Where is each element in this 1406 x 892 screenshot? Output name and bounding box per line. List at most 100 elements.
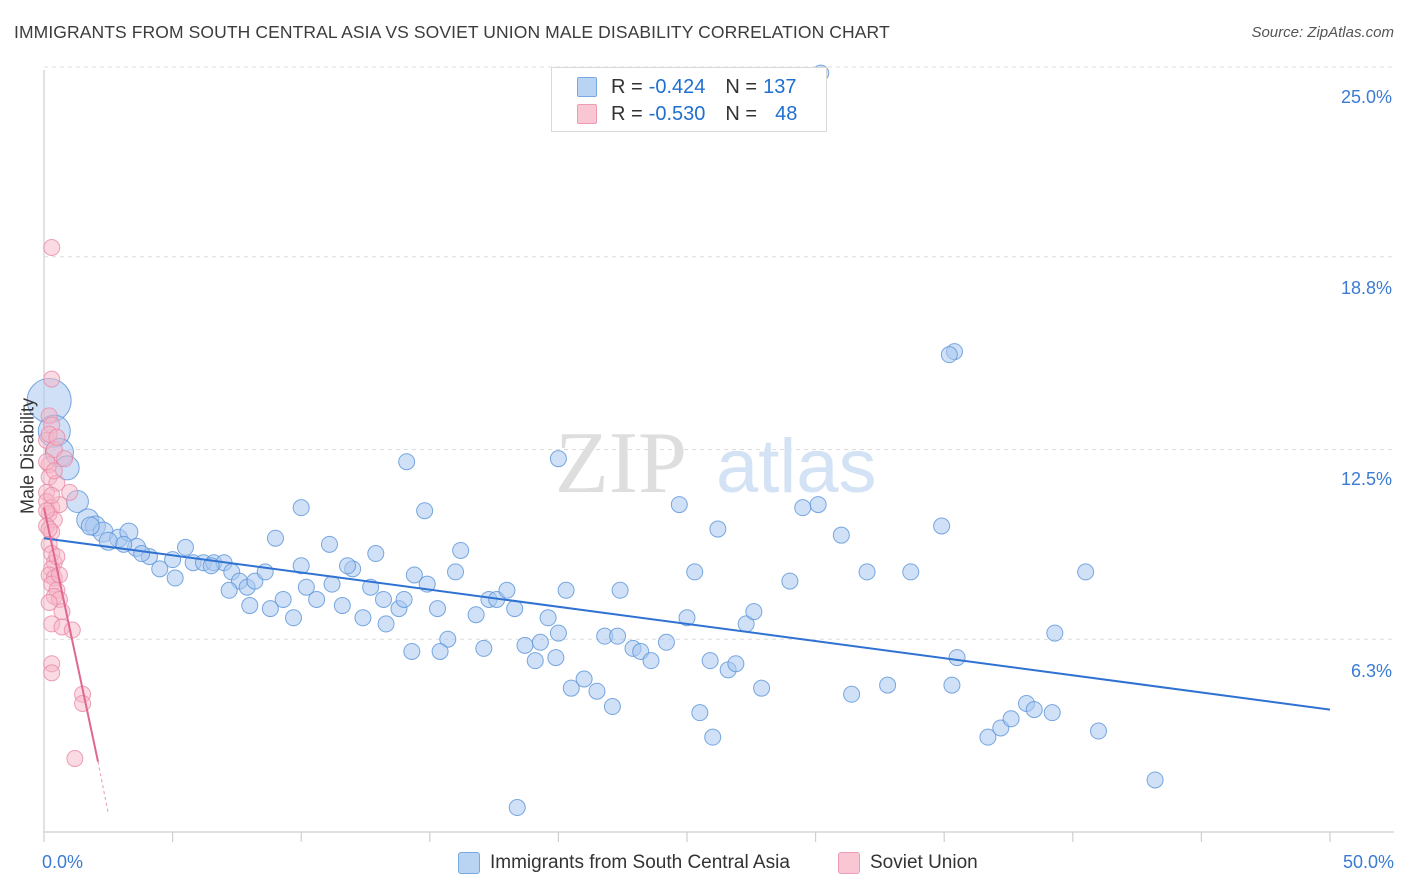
data-point bbox=[308, 590, 326, 608]
data-point bbox=[832, 526, 850, 544]
data-point bbox=[686, 563, 704, 581]
data-point bbox=[516, 636, 534, 654]
watermark-zip: ZIP bbox=[555, 415, 687, 512]
data-point bbox=[609, 627, 627, 645]
data-point bbox=[241, 597, 259, 615]
data-point bbox=[416, 502, 434, 520]
data-point bbox=[261, 600, 279, 618]
source-label: Source: ZipAtlas.com bbox=[1251, 24, 1394, 41]
legend-swatch-blue bbox=[458, 852, 480, 874]
data-point bbox=[940, 346, 958, 364]
data-point bbox=[1002, 710, 1020, 728]
legend-swatch-blue bbox=[577, 77, 597, 97]
data-point bbox=[467, 606, 485, 624]
legend-row-soviet-union: R = -0.530 N = 48 bbox=[577, 101, 797, 127]
data-point bbox=[670, 496, 688, 514]
legend-label: Soviet Union bbox=[870, 852, 978, 873]
data-point bbox=[48, 548, 66, 566]
data-point bbox=[781, 572, 799, 590]
r-value: -0.530 bbox=[648, 102, 706, 125]
data-point bbox=[292, 557, 310, 575]
data-point bbox=[63, 621, 81, 639]
data-point bbox=[547, 649, 565, 667]
data-point bbox=[43, 486, 61, 504]
data-point bbox=[562, 679, 580, 697]
chart-title: IMMIGRANTS FROM SOUTH CENTRAL ASIA VS SO… bbox=[14, 22, 890, 42]
legend-label: Immigrants from South Central Asia bbox=[490, 852, 790, 873]
data-point bbox=[43, 664, 61, 682]
data-point bbox=[933, 517, 951, 535]
data-point bbox=[506, 600, 524, 618]
data-point bbox=[45, 462, 63, 480]
data-point bbox=[284, 609, 302, 627]
data-point bbox=[320, 535, 338, 553]
data-point bbox=[943, 676, 961, 694]
data-point bbox=[475, 639, 493, 657]
data-point bbox=[74, 694, 92, 712]
data-point bbox=[701, 652, 719, 670]
data-point bbox=[66, 750, 84, 768]
r-label: R = bbox=[611, 75, 643, 98]
data-point bbox=[133, 545, 151, 563]
data-point bbox=[678, 609, 696, 627]
series-immigrants-points bbox=[26, 64, 1164, 817]
axes bbox=[43, 70, 1394, 842]
data-point bbox=[405, 566, 423, 584]
watermark-atlas: atlas bbox=[716, 424, 877, 509]
data-point bbox=[452, 541, 470, 559]
data-point bbox=[431, 642, 449, 660]
data-point bbox=[61, 483, 79, 501]
data-point bbox=[403, 642, 421, 660]
data-point bbox=[338, 557, 356, 575]
legend-row-immigrants: R = -0.424 N = 137 bbox=[577, 74, 796, 100]
y-axis-label: Male Disability bbox=[17, 397, 38, 515]
trend-line-immigrants bbox=[43, 537, 1331, 711]
data-point bbox=[292, 499, 310, 517]
data-point bbox=[1043, 704, 1061, 722]
n-label: N = bbox=[725, 102, 758, 125]
y-tick-label: 25.0% bbox=[1340, 87, 1392, 107]
data-point bbox=[367, 545, 385, 563]
data-point bbox=[274, 590, 292, 608]
data-point bbox=[498, 581, 516, 599]
correlation-legend: R = -0.424 N = 137 R = -0.530 N = 48 bbox=[551, 67, 827, 132]
data-point bbox=[508, 799, 526, 817]
data-point bbox=[166, 569, 184, 587]
data-point bbox=[549, 450, 567, 468]
legend-swatch-pink bbox=[838, 852, 860, 874]
data-point bbox=[266, 529, 284, 547]
trend-line-soviet-union bbox=[43, 507, 99, 762]
data-point bbox=[603, 698, 621, 716]
trend-lines bbox=[43, 507, 1331, 814]
data-point bbox=[333, 597, 351, 615]
data-point bbox=[398, 453, 416, 471]
n-value: 48 bbox=[775, 102, 798, 125]
legend-item-soviet-union[interactable]: Soviet Union bbox=[838, 852, 978, 874]
data-point bbox=[539, 609, 557, 627]
data-point bbox=[354, 609, 372, 627]
data-point bbox=[80, 516, 100, 536]
series-soviet-union-points bbox=[38, 239, 92, 768]
data-point bbox=[395, 590, 413, 608]
data-point bbox=[902, 563, 920, 581]
data-point bbox=[843, 685, 861, 703]
r-value: -0.424 bbox=[648, 75, 706, 98]
data-point bbox=[1046, 624, 1064, 642]
data-point bbox=[753, 679, 771, 697]
data-point bbox=[220, 581, 238, 599]
r-label: R = bbox=[611, 102, 643, 125]
data-point bbox=[549, 624, 567, 642]
data-point bbox=[642, 652, 660, 670]
data-point bbox=[439, 630, 457, 648]
trend-line-extension bbox=[97, 761, 109, 814]
data-point bbox=[948, 649, 966, 667]
data-point bbox=[979, 728, 997, 746]
data-point bbox=[429, 600, 447, 618]
data-point bbox=[557, 581, 575, 599]
n-label: N = bbox=[725, 75, 758, 98]
x-tick-label-max: 50.0% bbox=[1342, 852, 1394, 872]
legend-item-immigrants[interactable]: Immigrants from South Central Asia bbox=[458, 852, 790, 874]
data-point bbox=[794, 499, 812, 517]
data-point bbox=[48, 428, 66, 446]
